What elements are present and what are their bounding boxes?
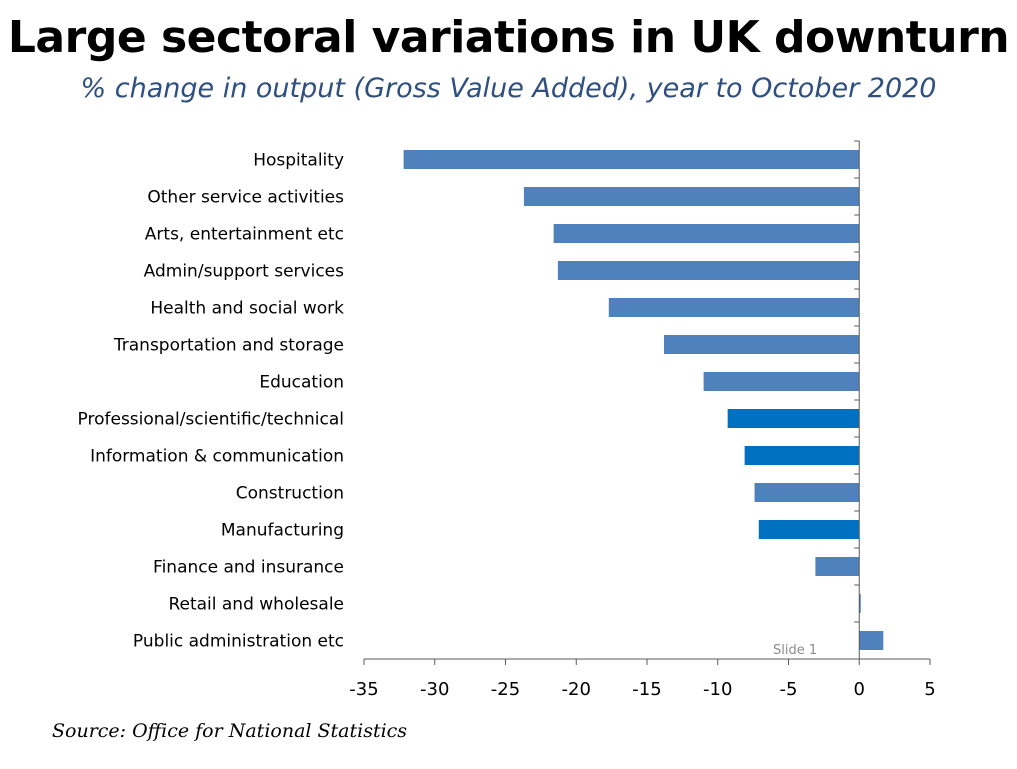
- x-tick-label: -30: [420, 679, 449, 700]
- bar-9: [754, 483, 860, 502]
- category-label: Health and social work: [150, 299, 344, 319]
- bar-7: [727, 409, 860, 428]
- bar-2: [553, 224, 860, 243]
- bar-6: [703, 372, 860, 391]
- bar-0: [403, 150, 860, 169]
- category-label: Professional/scientific/technical: [78, 410, 344, 430]
- category-label: Other service activities: [147, 188, 344, 208]
- chart-title: Large sectoral variations in UK downturn: [7, 12, 1010, 63]
- bar-4: [608, 298, 860, 317]
- bar-1: [523, 187, 860, 206]
- bar-12: [859, 594, 861, 613]
- category-label: Information & communication: [90, 447, 344, 467]
- x-tick-label: -15: [632, 679, 661, 700]
- bar-8: [744, 446, 860, 465]
- source-note: Source: Office for National Statistics: [52, 720, 408, 742]
- x-tick-label: 0: [854, 679, 865, 700]
- category-label: Construction: [236, 484, 344, 504]
- category-label: Education: [259, 373, 344, 393]
- bars-group: [403, 150, 884, 650]
- category-label: Retail and wholesale: [168, 595, 344, 615]
- slide-label: Slide 1: [773, 643, 817, 658]
- x-tick-label: -20: [562, 679, 591, 700]
- x-tick-label: -25: [491, 679, 520, 700]
- x-tick-label: -35: [349, 679, 378, 700]
- bar-11: [815, 557, 860, 576]
- bar-5: [663, 335, 860, 354]
- x-axis: -35 -30 -25 -20 -15 -10 -5 0 5: [349, 140, 936, 700]
- bar-3: [557, 261, 860, 280]
- category-label: Finance and insurance: [153, 558, 344, 578]
- x-tick-label: -10: [703, 679, 732, 700]
- category-label: Public administration etc: [133, 632, 344, 652]
- category-label: Manufacturing: [221, 521, 344, 541]
- category-label: Admin/support services: [144, 262, 344, 282]
- category-label: Arts, entertainment etc: [145, 225, 344, 245]
- x-tick-label: -5: [780, 679, 798, 700]
- bar-13: [859, 631, 884, 650]
- x-tick-label: 5: [924, 679, 935, 700]
- bar-10: [758, 520, 860, 539]
- category-label: Transportation and storage: [113, 336, 344, 356]
- category-label: Hospitality: [253, 151, 344, 171]
- category-labels: Hospitality Other service activities Arts,…: [78, 151, 345, 652]
- chart-subtitle: % change in output (Gross Value Added), …: [80, 73, 937, 104]
